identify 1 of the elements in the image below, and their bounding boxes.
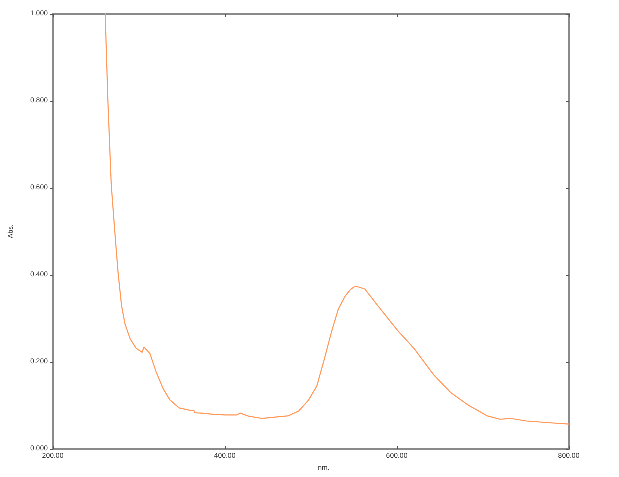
line-series (104, 13, 570, 425)
